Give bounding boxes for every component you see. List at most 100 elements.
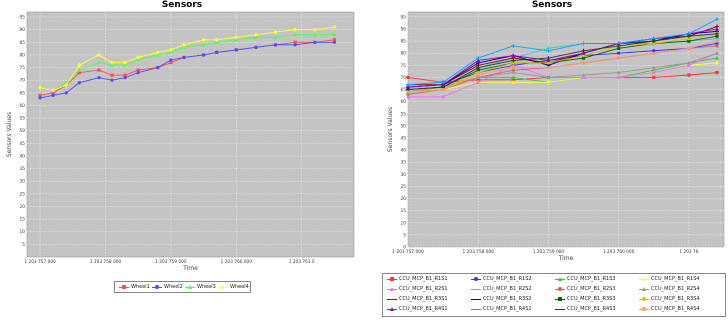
data-point [715,70,719,75]
data-point [123,60,128,65]
data-point [714,56,719,60]
data-point [714,31,719,36]
data-point [546,56,551,61]
legend-item-ccu-mcp-b1-r1s2: CCU_MCP_B1_R1S2 [471,276,532,282]
data-point [214,37,219,42]
chart-right-panel: Sensors 0 5 10 15 20 25 30 35 40 45 50 55 60 65 70 75 80… [376,0,728,321]
data-point [110,78,114,82]
data-point [51,93,55,97]
legend-label: CCU_MCP_B1_R4S2 [483,306,532,312]
legend-label: CCU_MCP_B1_R4S1 [399,306,448,312]
data-point [617,46,621,50]
legend-item-ccu-mcp-b1-r3s2: CCU_MCP_B1_R3S2 [471,296,532,302]
data-point [169,60,173,65]
series-line-ccu-mcp-b1-r3s3 [407,35,718,90]
legend-label: CCU_MCP_B1_R3S1 [399,296,448,302]
legend-label: CCU_MCP_B1_R2S2 [483,286,532,292]
legend-item-wheel4: Wheel4 [218,284,249,290]
legend-item-wheel3: Wheel3 [185,284,216,290]
y-tick-label: 0 [403,245,406,251]
legend-item-ccu-mcp-b1-r3s3: CCU_MCP_B1_R3S3 [555,296,616,302]
data-point [77,68,82,72]
data-point [476,65,481,70]
chart-legend: Wheel1 Wheel2 Wheel3 Wheel4 [114,281,251,293]
y-tick-label: 80 [401,51,407,57]
data-point [312,27,317,32]
series-ccu-mcp-b1-r4s2 [406,17,719,87]
data-point [169,58,173,62]
data-point [215,50,219,55]
y-tick-label: 35 [20,166,26,172]
data-point [168,47,173,53]
data-point [546,61,551,65]
data-point [214,40,219,44]
data-point [651,68,656,72]
data-point [332,24,337,30]
x-tick-label: 1 203 758 000 [90,259,122,265]
legend-swatch [471,286,481,292]
data-point [273,30,278,35]
series-line-ccu-mcp-b1-r4s2 [407,18,718,86]
y-tick-label: 60 [401,99,407,105]
legend-swatch [555,276,565,282]
data-point [136,57,141,62]
y-tick-label: 10 [401,220,407,226]
legend-item-ccu-mcp-b1-r3s4: CCU_MCP_B1_R3S4 [639,296,700,302]
data-point [123,63,128,67]
data-point [652,41,656,46]
legend-label: Wheel4 [230,284,249,290]
y-tick-label: 85 [20,40,26,46]
legend-swatch [387,306,397,312]
series-ccu-mcp-b1-r4s4 [406,39,719,94]
data-point [511,75,516,80]
legend-label: CCU_MCP_B1_R3S3 [567,296,616,302]
data-point [155,52,160,57]
data-point [38,93,42,97]
data-point [714,17,719,22]
x-tick-label: 1 203 760 000 [603,249,635,255]
data-point [96,60,101,65]
data-point [581,56,586,60]
data-point [406,85,410,89]
legend-swatch [555,286,565,292]
data-point [234,37,239,42]
data-point [201,42,206,47]
data-point [687,73,691,77]
data-point [581,54,586,58]
y-tick-label: 90 [401,26,407,32]
data-point [406,92,410,96]
legend-swatch [471,306,481,312]
x-tick-label: 1 203 761 0 [289,259,315,265]
data-point [581,61,586,65]
data-point [64,91,68,95]
legend-swatch [639,306,649,312]
data-point [201,53,206,57]
data-point [511,68,515,72]
data-point [332,40,336,44]
legend-label: CCU_MCP_B1_R4S4 [651,306,700,312]
data-point [136,71,140,75]
data-point [617,51,621,55]
data-point [715,44,719,48]
data-point [234,48,238,52]
data-point [313,40,317,44]
data-point [687,39,691,43]
data-point [253,32,258,37]
x-tick-label: 1 203 757 000 [24,259,56,265]
legend-label: CCU_MCP_B1_R3S2 [483,296,532,302]
legend-item-ccu-mcp-b1-r2s1: CCU_MCP_B1_R2S1 [387,286,448,292]
data-point [97,76,101,80]
y-tick-label: 35 [401,160,407,166]
data-point [714,51,719,55]
data-point [546,80,551,85]
legend-item-ccu-mcp-b1-r2s3: CCU_MCP_B1_R2S3 [555,286,616,292]
data-point [651,39,656,44]
y-tick-label: 65 [401,87,407,93]
y-tick-label: 10 [20,229,26,235]
data-point [511,80,516,85]
data-point [123,73,127,77]
data-point [441,80,446,85]
y-tick-label: 90 [20,27,26,33]
legend-swatch [387,276,397,282]
y-tick-label: 70 [20,78,26,84]
